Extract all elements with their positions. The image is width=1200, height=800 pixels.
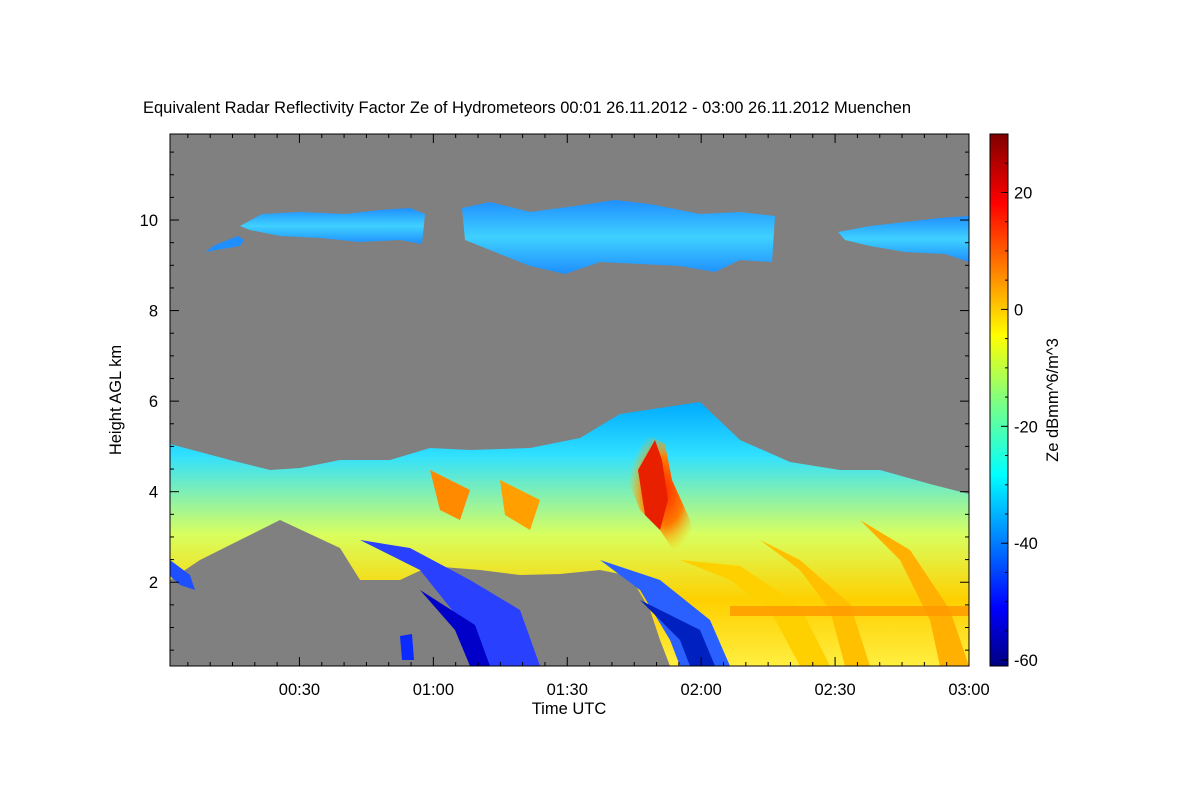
y-tick-label: 10 [140,212,158,230]
chart-title: Equivalent Radar Reflectivity Factor Ze … [143,99,912,117]
colorbar-tick-label: -60 [1014,652,1038,670]
cirrus-cloud [205,236,244,252]
y-tick-label: 6 [149,393,158,411]
fall-streak [420,590,490,666]
x-axis-label: Time UTC [532,700,607,718]
colorbar-axis: 20 0 -20 -40 -60 [1001,133,1038,670]
x-tick-label: 03:00 [948,681,989,699]
fall-streak [400,634,414,660]
colorbar-tick-label: -40 [1014,535,1038,553]
y-tick-label: 2 [149,574,158,592]
melting-layer [730,606,969,616]
fall-streak [170,560,195,590]
precipitation-streak [500,480,540,530]
x-tick-label: 01:00 [413,681,454,699]
x-tick-label: 02:30 [814,681,855,699]
reflectivity-core [638,440,668,530]
cirrus-cloud [240,208,425,244]
y-tick-label: 8 [149,303,158,321]
y-axis: 2 4 6 8 10 [140,151,969,651]
y-axis-label: Height AGL km [107,345,125,455]
colorbar [989,133,1009,667]
y-tick-label: 4 [149,484,158,502]
colorbar-tick-label: 20 [1014,184,1032,202]
x-tick-label: 01:30 [547,681,588,699]
colorbar-label: Ze dBmm^6/m^3 [1044,338,1062,462]
precipitation-streak [760,540,870,666]
plot-frame [169,133,970,667]
x-tick-label: 00:30 [279,681,320,699]
colorbar-tick-label: 0 [1014,301,1023,319]
clear-air-gap [170,520,670,666]
fall-streak [360,540,540,666]
precipitation-streak [860,520,969,666]
precipitation-streak [430,470,470,520]
fall-streak [640,600,715,666]
cirrus-cloud [462,200,775,274]
x-axis: 00:30 01:00 01:30 02:00 02:30 03:00 [187,134,990,699]
colorbar-tick-label: -20 [1014,418,1038,436]
cirrus-cloud [838,216,969,262]
x-tick-label: 02:00 [681,681,722,699]
precipitation-streak [680,560,830,666]
reflectivity-field [170,200,969,666]
